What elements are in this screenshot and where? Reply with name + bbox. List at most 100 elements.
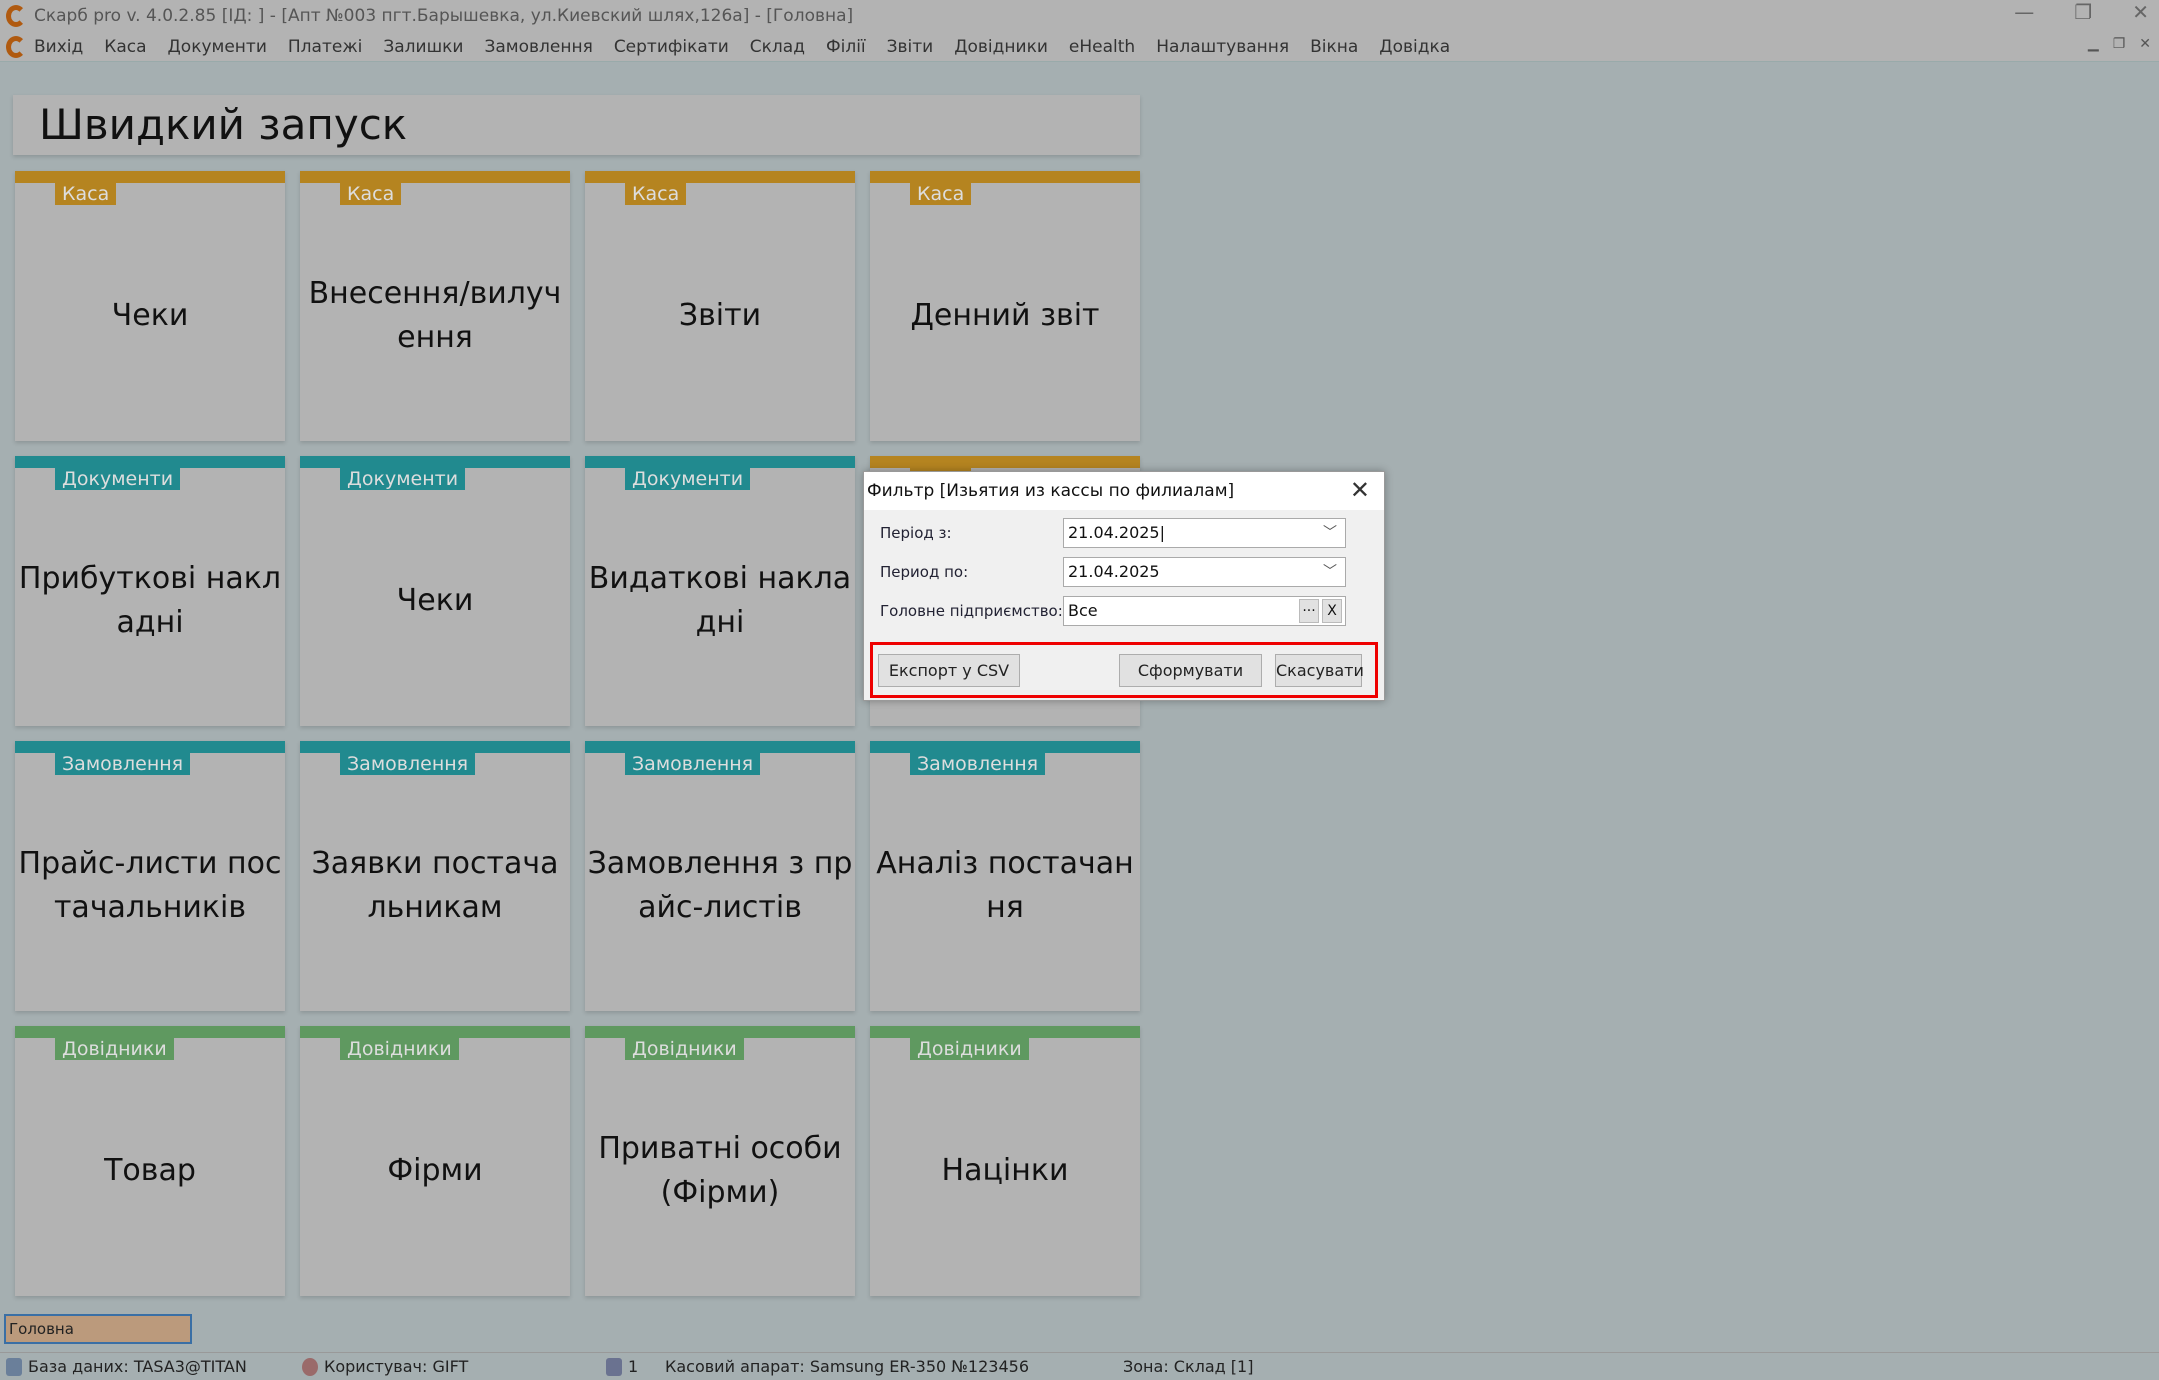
quick-launch-tile[interactable]: Документи Прибуткові накладні (15, 456, 285, 726)
quick-launch-tile[interactable]: Каса Звіти (585, 171, 855, 441)
quick-launch-tile[interactable]: Каса Денний звіт (870, 171, 1140, 441)
period-to-label: Период по: (880, 563, 969, 581)
quick-launch-tile[interactable]: Каса Чеки (15, 171, 285, 441)
menu-item[interactable]: Замовлення (484, 36, 593, 57)
mdi-restore-icon[interactable]: ❐ (2112, 36, 2126, 52)
chevron-down-icon[interactable]: ﹀ (1323, 525, 1337, 541)
menu-item[interactable]: Звіти (886, 36, 934, 57)
tile-label: Прибуткові накладні (18, 561, 282, 640)
tile-category: Замовлення (625, 753, 761, 775)
tile-label: Фірми (387, 1153, 483, 1188)
status-db: База даних: TASA3@TITAN (28, 1357, 247, 1376)
tile-category: Довідники (55, 1038, 174, 1060)
tile-color-bar (870, 741, 1140, 753)
chevron-down-icon[interactable]: ﹀ (1323, 564, 1337, 580)
quick-launch-tile[interactable]: Замовлення Прайс-листи постачальників (15, 741, 285, 1011)
tile-category: Довідники (625, 1038, 744, 1060)
quick-launch-tile[interactable]: Замовлення Заявки постачальникам (300, 741, 570, 1011)
menu-item[interactable]: Склад (749, 36, 805, 57)
tile-label: Приватні особи (Фірми) (598, 1131, 842, 1210)
menu-item[interactable]: Платежі (287, 36, 363, 57)
tile-label: Замовлення з прайс-листів (587, 846, 853, 925)
mdi-close-icon[interactable]: ✕ (2139, 36, 2151, 52)
tile-category: Документи (625, 468, 751, 490)
cancel-button[interactable]: Скасувати (1275, 654, 1364, 687)
tile-label: Заявки постачальникам (311, 846, 559, 925)
period-to-value: 21.04.2025 (1068, 562, 1160, 581)
generate-button[interactable]: Сформувати (1119, 654, 1262, 687)
dialog-close-icon[interactable]: ✕ (1349, 476, 1370, 504)
status-count: 1 (628, 1357, 639, 1376)
menu-item[interactable]: Довідники (954, 36, 1048, 57)
status-register: Касовий апарат: Samsung ER-350 №123456 (665, 1357, 1029, 1376)
tile-color-bar (585, 1026, 855, 1038)
clear-button[interactable]: X (1322, 599, 1342, 623)
menu-item[interactable]: eHealth (1068, 36, 1136, 57)
quick-launch-tile[interactable]: Замовлення Замовлення з прайс-листів (585, 741, 855, 1011)
quick-launch-tile[interactable]: Довідники Товар (15, 1026, 285, 1296)
tile-label: Аналіз постачання (876, 846, 1134, 925)
tile-color-bar (15, 1026, 285, 1038)
tile-color-bar (300, 171, 570, 183)
menu-item[interactable]: Налаштування (1156, 36, 1290, 57)
tab-home[interactable]: Головна (4, 1314, 192, 1344)
tile-category: Довідники (340, 1038, 459, 1060)
quick-launch-tile[interactable]: Документи Чеки (300, 456, 570, 726)
restore-button[interactable]: ❐ (2074, 0, 2093, 24)
tile-label: Прайс-листи постачальників (18, 846, 282, 925)
tile-color-bar (585, 456, 855, 468)
tile-label: Звіти (678, 298, 762, 333)
status-bar: База даних: TASA3@TITAN Користувач: GIFT… (0, 1352, 2159, 1380)
browse-button[interactable]: ··· (1299, 599, 1319, 623)
tile-color-bar (870, 456, 1140, 468)
quick-launch-tile[interactable]: Документи Видаткові накладні (585, 456, 855, 726)
quick-launch-tile[interactable]: Довідники Націнки (870, 1026, 1140, 1296)
title-bar: Скарб pro v. 4.0.2.85 [ІД: ] - [Апт №003… (0, 0, 2159, 32)
tile-color-bar (870, 1026, 1140, 1038)
page-title: Швидкий запуск (13, 95, 1140, 155)
filter-dialog: Фильтр [Изьятия из кассы по филиалам] ✕ … (863, 471, 1385, 701)
tile-color-bar (15, 171, 285, 183)
status-user: Користувач: GIFT (324, 1357, 469, 1376)
cash-register-icon (606, 1357, 622, 1376)
database-icon (6, 1357, 22, 1376)
menu-item[interactable]: Документи (167, 36, 267, 57)
period-to-input[interactable]: 21.04.2025 ﹀ (1063, 557, 1346, 587)
quick-launch-tile[interactable]: Замовлення Аналіз постачання (870, 741, 1140, 1011)
tile-label: Чеки (111, 298, 189, 333)
menu-bar: Вихід Каса Документи Платежі Залишки Замовлен… (0, 32, 2159, 62)
menu-item[interactable]: Філії (825, 36, 866, 57)
window-tabs: Головна (0, 1310, 2159, 1350)
tile-category: Замовлення (910, 753, 1046, 775)
quick-launch-tile[interactable]: Каса Внесення/вилучення (300, 171, 570, 441)
tile-category: Каса (55, 183, 117, 205)
mdi-minimize-icon[interactable]: ▁ (2087, 36, 2099, 52)
menu-item[interactable]: Довідка (1379, 36, 1451, 57)
tile-category: Документи (340, 468, 466, 490)
export-csv-button[interactable]: Експорт у CSV (878, 654, 1020, 687)
tile-label: Видаткові накладні (588, 561, 852, 640)
period-from-input[interactable]: 21.04.2025| ﹀ (1063, 518, 1346, 548)
menu-item[interactable]: Вікна (1310, 36, 1359, 57)
tile-color-bar (585, 741, 855, 753)
close-button[interactable]: ✕ (2132, 0, 2149, 24)
quick-launch-tile[interactable]: Довідники Приватні особи (Фірми) (585, 1026, 855, 1296)
tile-category: Каса (340, 183, 402, 205)
menu-item[interactable]: Вихід (34, 36, 84, 57)
menu-item[interactable]: Каса (104, 36, 147, 57)
menu-item[interactable]: Залишки (383, 36, 464, 57)
app-menu-icon[interactable] (6, 35, 26, 58)
app-logo-icon (6, 5, 26, 27)
status-zone: Зона: Склад [1] (1123, 1357, 1254, 1376)
minimize-button[interactable]: — (2014, 0, 2035, 24)
tile-label: Товар (104, 1153, 196, 1188)
tile-category: Замовлення (55, 753, 191, 775)
menu-item[interactable]: Сертифікати (613, 36, 729, 57)
tile-category: Каса (910, 183, 972, 205)
period-from-value: 21.04.2025 (1068, 523, 1160, 542)
tile-label: Денний звіт (910, 298, 1100, 333)
enterprise-input[interactable]: Все ··· X (1063, 596, 1346, 626)
quick-launch-tile[interactable]: Довідники Фірми (300, 1026, 570, 1296)
enterprise-value: Все (1068, 601, 1098, 620)
period-from-label: Період з: (880, 524, 952, 542)
